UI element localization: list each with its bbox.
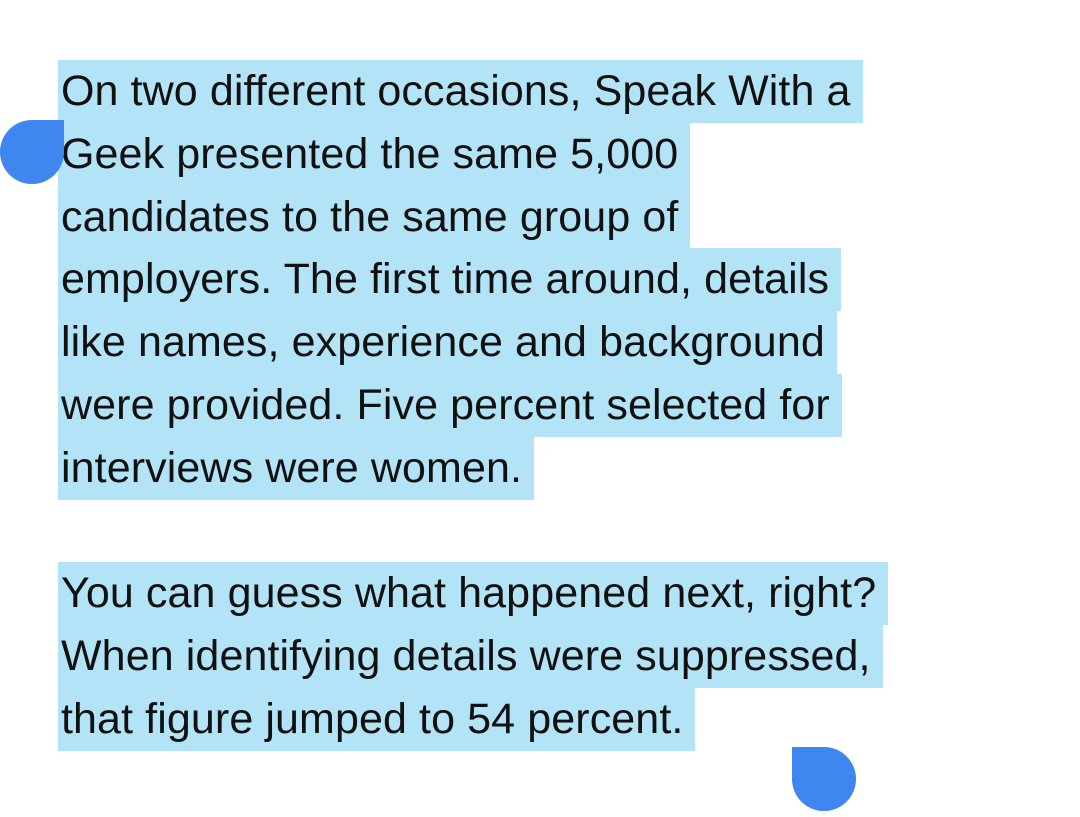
text-line: interviews were women.: [58, 436, 1058, 500]
paragraph-2: You can guess what happened next, right?…: [58, 562, 1058, 751]
text-line: candidates to the same group of: [58, 185, 1058, 249]
text-line: that figure jumped to 54 percent.: [58, 687, 1058, 751]
selected-text-block[interactable]: On two different occasions, Speak With a…: [58, 60, 1058, 751]
text-line: like names, experience and background: [58, 311, 1058, 374]
text-line: On two different occasions, Speak With a: [58, 60, 1058, 123]
text-line: Geek presented the same 5,000: [58, 122, 1058, 186]
paragraph-gap: [58, 500, 1058, 563]
selection-end-handle-icon[interactable]: [792, 747, 856, 811]
text-line: were provided. Five percent selected for: [58, 373, 1058, 437]
text-line: employers. The first time around, detail…: [58, 248, 1058, 312]
text-line: When identifying details were suppressed…: [58, 625, 1058, 688]
paragraph-1: On two different occasions, Speak With a…: [58, 60, 1058, 500]
text-line: You can guess what happened next, right?: [58, 562, 1058, 626]
selection-start-handle-icon[interactable]: [0, 120, 64, 184]
